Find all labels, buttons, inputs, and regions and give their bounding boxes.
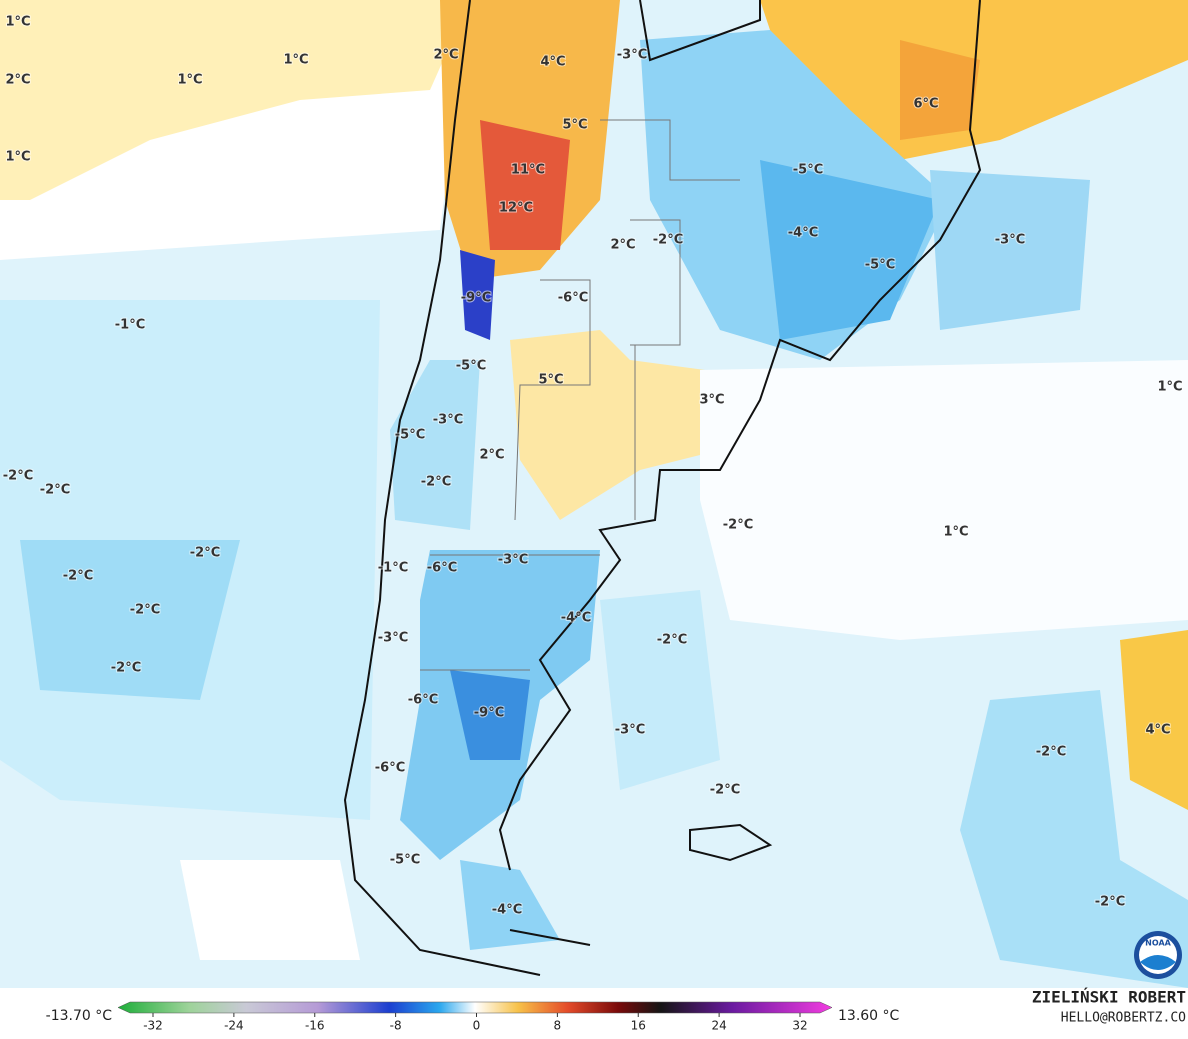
colorbar-tick-label: 0 bbox=[473, 1019, 481, 1033]
colorbar-tick-label: 32 bbox=[792, 1019, 807, 1033]
temperature-label: 4°C bbox=[540, 55, 565, 70]
temperature-label: 2°C bbox=[5, 73, 30, 88]
temperature-label: -6°C bbox=[427, 561, 457, 576]
temperature-label: 6°C bbox=[913, 97, 938, 112]
temperature-label: -2°C bbox=[1036, 745, 1066, 760]
temperature-label: -5°C bbox=[793, 163, 823, 178]
temperature-label: -2°C bbox=[63, 569, 93, 584]
temperature-label: -4°C bbox=[788, 226, 818, 241]
temperature-label: -3°C bbox=[615, 723, 645, 738]
temperature-label: -3°C bbox=[498, 553, 528, 568]
temperature-label: -2°C bbox=[130, 603, 160, 618]
colorbar-max: 13.60 °C bbox=[838, 1008, 900, 1024]
temperature-label: 3°C bbox=[699, 393, 724, 408]
temperature-label: -3°C bbox=[995, 233, 1025, 248]
temperature-label: 2°C bbox=[479, 448, 504, 463]
country-borders bbox=[343, 0, 982, 976]
temperature-label: 12°C bbox=[499, 201, 533, 216]
colorbar-tick-label: 24 bbox=[711, 1019, 726, 1033]
temperature-label: -2°C bbox=[3, 469, 33, 484]
temperature-label: 1°C bbox=[283, 53, 308, 68]
temperature-label: 1°C bbox=[5, 150, 30, 165]
temperature-label: -2°C bbox=[723, 518, 753, 533]
map-background bbox=[0, 0, 1188, 988]
temperature-label: 1°C bbox=[1157, 380, 1182, 395]
temperature-label: -4°C bbox=[561, 611, 591, 626]
temperature-label: -3°C bbox=[378, 631, 408, 646]
temperature-label: 5°C bbox=[538, 373, 563, 388]
colorbar bbox=[117, 1001, 833, 1014]
temperature-label: -4°C bbox=[492, 903, 522, 918]
temperature-label: 1°C bbox=[5, 15, 30, 30]
colorbar-tick-label: -8 bbox=[390, 1019, 402, 1033]
temperature-label: -2°C bbox=[421, 475, 451, 490]
temperature-label: -5°C bbox=[865, 258, 895, 273]
temperature-label: 11°C bbox=[511, 163, 545, 178]
temperature-labels: 1°C 2°C 1°C 1°C 1°C 2°C -3°C 4°C 5°C 6°C 11°C -5°C 1… bbox=[2, 14, 1184, 919]
temperature-label: -6°C bbox=[375, 761, 405, 776]
temperature-label: 5°C bbox=[562, 118, 587, 133]
temperature-label: -1°C bbox=[378, 561, 408, 576]
colorbar-ticks: -32 -24 -16 -8 0 8 16 24 32 bbox=[143, 1013, 808, 1033]
temperature-label: -2°C bbox=[653, 233, 683, 248]
colorbar-tick-label: 8 bbox=[554, 1019, 562, 1033]
temperature-label: -2°C bbox=[190, 546, 220, 561]
colorbar-tick-label: -16 bbox=[305, 1019, 325, 1033]
temperature-label: -3°C bbox=[617, 48, 647, 63]
temperature-label: -2°C bbox=[111, 661, 141, 676]
temperature-label: -9°C bbox=[474, 706, 504, 721]
temperature-label: -1°C bbox=[115, 318, 145, 333]
temperature-label: 4°C bbox=[1145, 723, 1170, 738]
colorbar-tick-label: -24 bbox=[224, 1019, 244, 1033]
temperature-label: 1°C bbox=[943, 525, 968, 540]
temperature-label: 1°C bbox=[177, 73, 202, 88]
temperature-label: -2°C bbox=[710, 783, 740, 798]
temperature-label: -3°C bbox=[433, 413, 463, 428]
noaa-logo: NOAA bbox=[1134, 931, 1182, 979]
colorbar-tick-label: 16 bbox=[631, 1019, 646, 1033]
logo-text: NOAA bbox=[1145, 939, 1171, 948]
contact: HELLO@ROBERTZ.CO bbox=[1061, 1011, 1186, 1026]
temperature-label: -5°C bbox=[390, 853, 420, 868]
temperature-label: -6°C bbox=[558, 291, 588, 306]
temperature-label: -5°C bbox=[395, 428, 425, 443]
temperature-label: -2°C bbox=[40, 483, 70, 498]
temperature-label: -5°C bbox=[456, 359, 486, 374]
temperature-label: -6°C bbox=[408, 693, 438, 708]
author: ZIELIŃSKI ROBERT bbox=[1032, 988, 1186, 1007]
colorbar-tick-label: -32 bbox=[143, 1019, 163, 1033]
temperature-label: 2°C bbox=[610, 238, 635, 253]
province-borders bbox=[420, 119, 740, 671]
temperature-label: 2°C bbox=[433, 48, 458, 63]
temperature-label: -2°C bbox=[657, 633, 687, 648]
temperature-label: -9°C bbox=[461, 291, 491, 306]
temperature-label: -2°C bbox=[1095, 895, 1125, 910]
colorbar-min: -13.70 °C bbox=[46, 1008, 113, 1024]
